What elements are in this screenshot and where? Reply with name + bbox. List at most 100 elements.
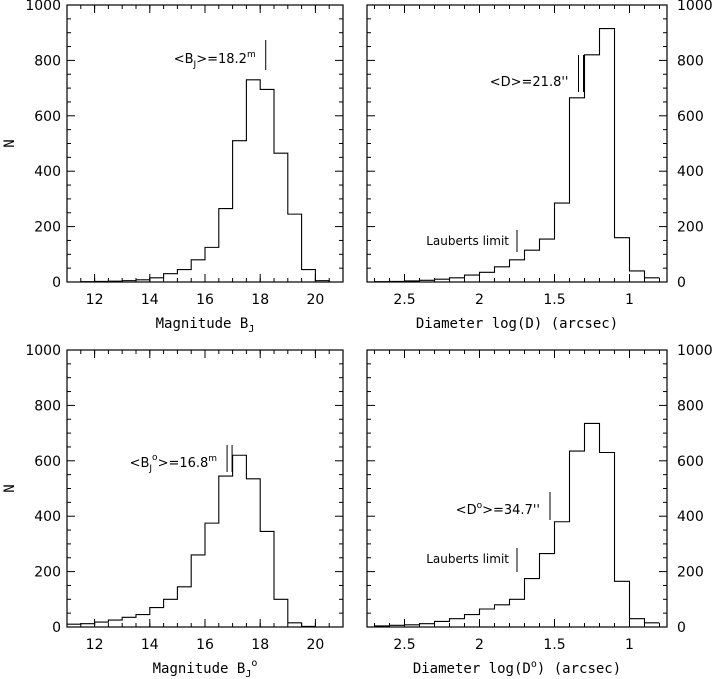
histogram-bin	[260, 89, 274, 282]
y-tick-label: 600	[677, 454, 704, 470]
y-tick-label: 0	[52, 620, 61, 636]
histogram-bin	[615, 238, 630, 282]
histogram-bin	[315, 281, 329, 282]
histogram-bin	[274, 153, 288, 282]
histogram-bin	[585, 55, 600, 282]
y-tick-label: 800	[34, 53, 61, 69]
x-axis-label: Diameter log(D) (arcsec)	[416, 316, 618, 332]
histogram-panel-2: 0 200 400 600 800 1000 2.5 2 1.5 1 Diameter log(D)…	[366, 0, 713, 332]
x-tick-label: 12	[86, 292, 104, 308]
histogram-bin	[136, 280, 150, 282]
histogram-bin	[274, 599, 288, 627]
histogram-bin	[450, 278, 465, 282]
y-tick-label: 200	[34, 220, 61, 236]
histogram-bin	[122, 281, 136, 282]
y-tick-label: 800	[677, 398, 704, 414]
histogram-bin	[95, 281, 109, 282]
histogram-bin	[95, 622, 109, 627]
histogram-bin	[164, 274, 178, 282]
histogram-bin	[81, 624, 95, 627]
histogram-bin	[67, 624, 81, 627]
y-tick-label: 0	[677, 620, 686, 636]
histogram-bin	[465, 615, 480, 627]
mean-annotation: <BJ>=18.2m	[174, 50, 256, 70]
histogram-bin	[405, 625, 420, 627]
y-tick-label: 1000	[25, 0, 61, 14]
histogram-bin	[540, 554, 555, 627]
histogram-steps	[67, 454, 343, 628]
histogram-bin	[510, 260, 525, 282]
histogram-bin	[246, 80, 260, 282]
histogram-bin	[600, 29, 615, 282]
histogram-bin	[435, 621, 450, 627]
y-tick-label: 1000	[677, 343, 713, 359]
x-tick-label: 16	[196, 292, 214, 308]
histogram-bin	[288, 623, 302, 627]
y-tick-label: 0	[52, 275, 61, 291]
histogram-bin	[136, 615, 150, 627]
y-tick-label: 200	[677, 565, 704, 581]
histogram-steps	[67, 79, 343, 283]
lauberts-limit-label: Lauberts limit	[426, 552, 509, 566]
x-tick-label: 18	[251, 637, 269, 653]
x-axis-label: Magnitude BJo	[153, 658, 258, 679]
x-tick-label: 20	[306, 292, 324, 308]
x-tick-label: 14	[141, 637, 159, 653]
x-tick-label: 2.5	[393, 292, 415, 308]
histogram-bin	[570, 98, 585, 282]
y-tick-label: 400	[677, 509, 704, 525]
histogram-bin	[205, 523, 219, 627]
y-tick-label: 600	[34, 109, 61, 125]
x-tick-label: 1	[625, 292, 634, 308]
histogram-bin	[480, 272, 495, 282]
histogram-bin	[233, 455, 247, 627]
mean-annotation: <Do>=34.7''	[456, 501, 540, 518]
y-axis-label: N	[2, 484, 18, 492]
y-tick-label: 800	[34, 398, 61, 414]
histogram-bin	[219, 209, 233, 282]
histogram-bin	[480, 609, 495, 627]
x-tick-label: 14	[141, 292, 159, 308]
histogram-bin	[205, 247, 219, 282]
histogram-bin	[122, 617, 136, 627]
histogram-bin	[191, 260, 205, 282]
histogram-bin	[420, 280, 435, 282]
y-axis-label: N	[2, 139, 18, 147]
histogram-bin	[288, 214, 302, 282]
y-tick-label: 200	[677, 220, 704, 236]
histogram-bin	[465, 275, 480, 282]
histogram-bin	[510, 599, 525, 627]
histogram-panel-1: 0 200 400 600 800 1000 12 14 16 18 20 Magnitude BJ N…	[2, 0, 344, 335]
x-tick-label: 18	[251, 292, 269, 308]
histogram-bin	[495, 605, 510, 627]
lauberts-limit-label: Lauberts limit	[426, 234, 509, 248]
histogram-bin	[555, 522, 570, 627]
histogram-bin	[555, 203, 570, 282]
y-tick-label: 1000	[25, 343, 61, 359]
histogram-steps	[374, 422, 660, 627]
histogram-bin	[108, 620, 122, 627]
x-tick-label: 20	[306, 637, 324, 653]
y-tick-label: 600	[677, 109, 704, 125]
x-tick-label: 1.5	[543, 292, 565, 308]
histogram-bin	[150, 278, 164, 282]
x-tick-label: 1	[625, 637, 634, 653]
histogram-panel-3: 0 200 400 600 800 1000 12 14 16 18 20 Magnitude BJo…	[2, 343, 344, 679]
y-tick-label: 400	[677, 164, 704, 180]
histogram-bin	[302, 270, 316, 282]
histogram-bin	[645, 278, 660, 282]
histogram-bin	[191, 555, 205, 627]
x-tick-label: 16	[196, 637, 214, 653]
histogram-bin	[164, 599, 178, 627]
histogram-bin	[525, 579, 540, 627]
histogram-bin	[405, 281, 420, 282]
histogram-bin	[233, 141, 247, 282]
histogram-bin	[570, 451, 585, 627]
y-tick-label: 400	[34, 164, 61, 180]
histogram-bin	[260, 531, 274, 627]
histogram-bin	[525, 250, 540, 282]
histogram-bin	[450, 619, 465, 627]
histogram-bin	[540, 239, 555, 282]
y-tick-label: 800	[677, 53, 704, 69]
